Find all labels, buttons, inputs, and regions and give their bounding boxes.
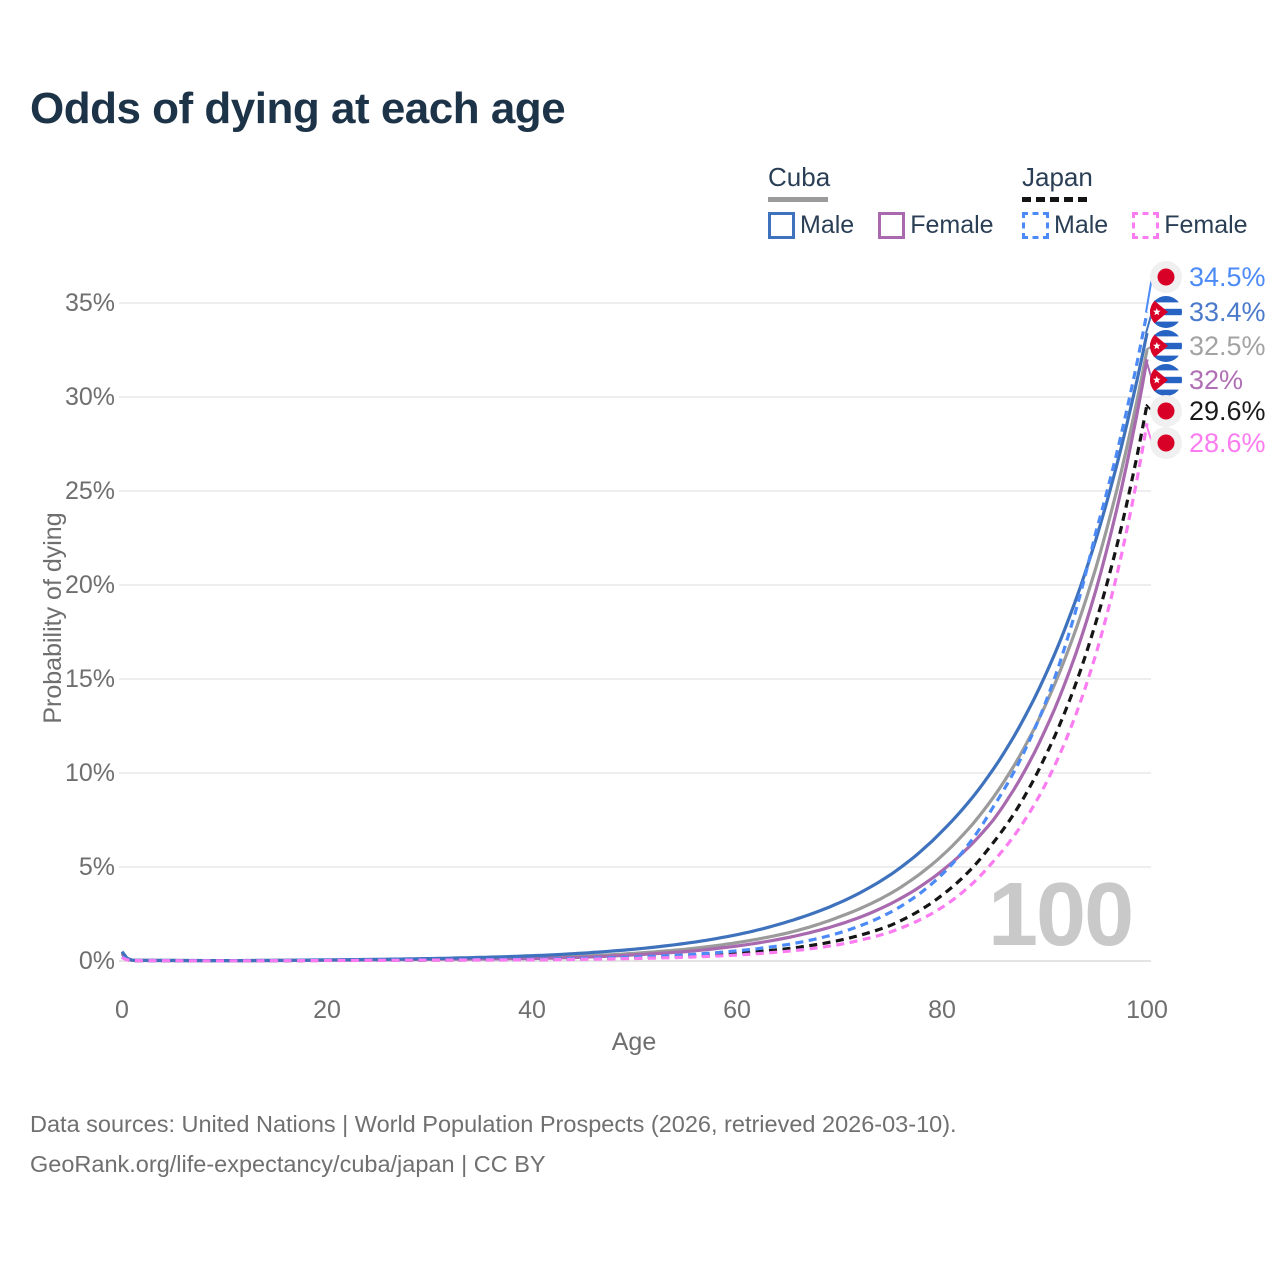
end-label-row-cuba-male: 33.4% [1150, 295, 1266, 329]
source-line-1: Data sources: United Nations | World Pop… [30, 1111, 957, 1137]
y-tick-label: 5% [78, 853, 115, 881]
x-tick-label: 100 [1126, 996, 1168, 1024]
legend-item-japan-male[interactable]: Male [1022, 211, 1108, 240]
japan-flag-icon [1150, 395, 1182, 427]
source-footer: Data sources: United Nations | World Pop… [30, 1104, 957, 1184]
end-label-row-cuba-female: 32% [1150, 363, 1243, 397]
legend-item-cuba-female[interactable]: Female [878, 211, 994, 240]
series-line-cuba-total[interactable] [120, 349, 1149, 963]
end-label-value: 32.5% [1189, 330, 1266, 361]
legend-label-japan-female: Female [1164, 211, 1248, 239]
y-tick-label: 30% [64, 383, 115, 411]
x-tick-label: 0 [115, 996, 129, 1024]
series-line-japan-female[interactable] [121, 423, 1149, 963]
x-tick-label: 60 [723, 996, 751, 1024]
y-tick-label: 15% [64, 665, 115, 693]
cuba-male-swatch-icon [768, 212, 795, 239]
end-label-value: 34.5% [1189, 261, 1266, 292]
y-tick-label: 20% [64, 571, 115, 599]
legend-label-japan-male: Male [1054, 211, 1109, 239]
legend-title-cuba[interactable]: Cuba [768, 162, 831, 192]
y-axis-title: Probability of dying [39, 512, 67, 724]
end-label-value: 29.6% [1189, 395, 1266, 426]
page-title: Odds of dying at each age [30, 84, 566, 133]
legend-label-cuba-male: Male [800, 211, 855, 239]
legend-group-japan: Japan Male Female [1022, 162, 1248, 240]
series-line-cuba-male[interactable] [120, 332, 1149, 963]
source-line-2: GeoRank.org/life-expectancy/cuba/japan |… [30, 1151, 546, 1177]
japan-female-swatch-icon [1132, 212, 1160, 239]
x-tick-label: 80 [928, 996, 956, 1024]
end-label-value: 28.6% [1189, 427, 1266, 458]
japan-male-swatch-icon [1022, 212, 1049, 239]
y-tick-label: 10% [64, 759, 115, 787]
end-label-row-japan-female: 28.6% [1150, 426, 1266, 460]
legend-item-cuba-male[interactable]: Male [768, 211, 854, 240]
x-axis-title: Age [611, 1028, 657, 1056]
end-label-row-japan-total: 29.6% [1150, 394, 1266, 428]
legend-group-cuba: Cuba Male Female [768, 162, 994, 240]
age-counter-watermark: 100 [988, 865, 1134, 965]
y-tick-label: 35% [64, 289, 115, 317]
end-label-value: 33.4% [1189, 296, 1266, 327]
end-label-row-cuba-total: 32.5% [1150, 329, 1266, 363]
x-tick-label: 20 [313, 996, 341, 1024]
y-tick-label: 25% [64, 477, 115, 505]
cuba-female-swatch-icon [878, 212, 906, 239]
cuba-flag-icon [1150, 364, 1182, 396]
cuba-flag-icon [1150, 296, 1182, 328]
japan-dashed-line-swatch [1022, 197, 1088, 202]
end-label-value: 32% [1189, 364, 1244, 395]
japan-flag-icon [1150, 427, 1182, 459]
legend-title-japan[interactable]: Japan [1022, 162, 1093, 192]
japan-flag-icon [1150, 261, 1182, 293]
end-label-row-japan-male: 34.5% [1150, 260, 1266, 294]
legend-label-cuba-female: Female [910, 211, 994, 239]
series-line-cuba-female[interactable] [120, 359, 1149, 963]
cuba-flag-icon [1150, 330, 1182, 362]
cuba-solid-line-swatch [768, 197, 828, 202]
y-tick-label: 0% [78, 947, 115, 975]
x-tick-label: 40 [518, 996, 546, 1024]
legend-item-japan-female[interactable]: Female [1132, 211, 1248, 240]
series-line-japan-total[interactable] [121, 404, 1149, 963]
